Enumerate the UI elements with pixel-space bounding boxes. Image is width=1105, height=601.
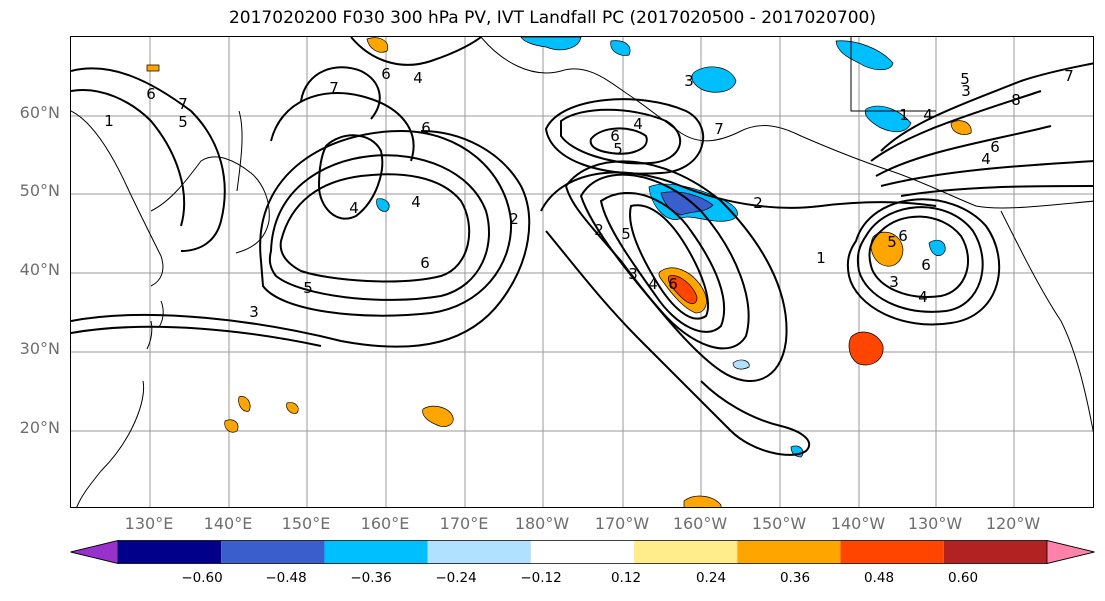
colorbar-swatch (118, 540, 222, 564)
contour-label: 3 (684, 72, 694, 90)
colorbar-swatch (840, 540, 944, 564)
contour-label: 3 (961, 82, 971, 100)
colorbar-swatch (1046, 540, 1095, 564)
contour-label: 2 (509, 210, 519, 228)
contour-label: 4 (349, 199, 359, 217)
lat-label-30n: 30°N (19, 339, 60, 358)
contour-label: 3 (889, 273, 899, 291)
lat-label-20n: 20°N (19, 418, 60, 437)
map-canvas: 1 7 6 5 6 4 7 6 4 4 5 6 3 2 6 5 5 3 4 6 … (71, 37, 1093, 507)
colorbar-tick: 0.12 (610, 570, 642, 586)
contour-label: 5 (960, 70, 970, 88)
lon-label-140w: 140°W (830, 514, 886, 533)
lon-label-130e: 130°E (124, 514, 174, 533)
colorbar-tick: 0.60 (947, 570, 979, 586)
lon-label-130w: 130°W (907, 514, 963, 533)
contour-label: 3 (249, 303, 259, 321)
contour-label: 5 (887, 233, 897, 251)
colorbar-tick: 0.24 (695, 570, 727, 586)
contour-label: 4 (918, 288, 928, 306)
contour-label: 6 (610, 127, 620, 145)
colorbar-swatch (70, 540, 119, 564)
contour-label: 2 (753, 194, 763, 212)
contour-label: 1 (899, 106, 909, 124)
contour-label: 5 (621, 225, 631, 243)
contour-label: 5 (303, 279, 313, 297)
colorbar-swatch (943, 540, 1047, 564)
lon-label-160e: 160°E (360, 514, 410, 533)
lon-label-180w: 180°W (514, 514, 570, 533)
colorbar (70, 540, 1095, 564)
colorbar-swatch (634, 540, 738, 564)
contour-label: 6 (668, 275, 678, 293)
contour-label: 1 (816, 249, 826, 267)
contour-label: 4 (923, 106, 933, 124)
colorbar-tick: −0.12 (520, 570, 562, 586)
lon-label-170e: 170°E (439, 514, 489, 533)
contour-label: 4 (648, 275, 658, 293)
map-panel[interactable]: 1 7 6 5 6 4 7 6 4 4 5 6 3 2 6 5 5 3 4 6 … (70, 36, 1094, 508)
contour-label: 6 (146, 85, 156, 103)
lon-label-150w: 150°W (751, 514, 807, 533)
plot-title: 2017020200 F030 300 hPa PV, IVT Landfall… (228, 8, 876, 28)
contour-label: 6 (921, 256, 931, 274)
contour-label: 2 (594, 221, 604, 239)
contour-label: 4 (981, 150, 991, 168)
colorbar-tick: 0.36 (779, 570, 811, 586)
colorbar-tick: −0.24 (435, 570, 477, 586)
contour-label: 6 (898, 227, 908, 245)
lon-label-120w: 120°W (985, 514, 1041, 533)
contour-label: 4 (411, 193, 421, 211)
lat-label-40n: 40°N (19, 260, 60, 279)
pv-contours (71, 37, 1093, 456)
graticule (71, 37, 1093, 507)
colorbar-tick: −0.60 (181, 570, 223, 586)
colorbar-outline (70, 540, 1095, 564)
colorbar-tick: −0.48 (265, 570, 307, 586)
contour-label: 6 (421, 119, 431, 137)
colorbar-swatch (221, 540, 325, 564)
lon-label-160w: 160°W (672, 514, 728, 533)
coastlines (71, 37, 1093, 507)
contour-label: 6 (420, 254, 430, 272)
contour-label: 7 (178, 95, 188, 113)
contour-label: 1 (104, 112, 114, 130)
contour-label: 7 (714, 120, 724, 138)
colorbar-tick: 0.48 (863, 570, 895, 586)
contour-label: 8 (1011, 91, 1021, 109)
lon-label-170w: 170°W (594, 514, 650, 533)
contour-label: 5 (613, 140, 623, 158)
lon-label-150e: 150°E (281, 514, 331, 533)
contour-label: 6 (381, 65, 391, 83)
contour-labels: 1 7 6 5 6 4 7 6 4 4 5 6 3 2 6 5 5 3 4 6 … (104, 65, 1074, 321)
contour-label: 7 (1064, 67, 1074, 85)
contour-label: 4 (413, 69, 423, 87)
lat-label-60n: 60°N (19, 103, 60, 122)
lat-label-50n: 50°N (19, 181, 60, 200)
contour-label: 3 (628, 265, 638, 283)
colorbar-tick: −0.36 (350, 570, 392, 586)
contour-label: 7 (329, 79, 339, 97)
contour-label: 4 (633, 115, 643, 133)
lon-label-140e: 140°E (203, 514, 253, 533)
contour-label: 6 (990, 138, 1000, 156)
colorbar-swatch (427, 540, 531, 564)
colorbar-swatch (324, 540, 428, 564)
contour-label: 5 (178, 113, 188, 131)
colorbar-swatch (530, 540, 635, 564)
ivt-shading (146, 37, 972, 507)
colorbar-swatch (737, 540, 841, 564)
